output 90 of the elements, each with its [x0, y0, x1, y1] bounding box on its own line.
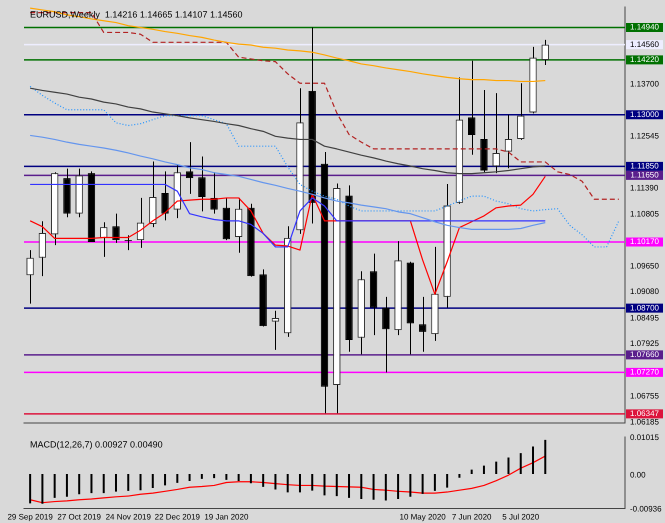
bar [532, 446, 534, 474]
candlestick [382, 296, 390, 373]
bar [409, 474, 412, 497]
bar [200, 474, 203, 479]
x-tick-label: 19 Jan 2020 [204, 512, 249, 522]
x-tick-label: 10 May 2020 [399, 512, 446, 522]
candlestick [100, 222, 108, 258]
ref-line-label: 1.14560 [630, 40, 660, 49]
line-series [30, 12, 620, 200]
candlestick [198, 156, 206, 212]
y-tick-label: 1.06185 [630, 417, 660, 426]
line-series [30, 86, 620, 248]
y-tick-label: -0.00936 [630, 504, 662, 514]
y-tick-label: 0.00 [630, 470, 646, 480]
x-tick-label: 27 Oct 2019 [57, 512, 102, 522]
bar [495, 462, 498, 474]
bar [422, 474, 424, 494]
bar [114, 474, 117, 492]
ref-line-label: 1.10170 [630, 237, 660, 246]
bar [164, 474, 166, 486]
bar [262, 474, 264, 487]
bar [176, 474, 178, 483]
bar [140, 474, 142, 490]
candlestick [418, 296, 426, 352]
candlestick [186, 142, 194, 194]
bar [324, 474, 326, 496]
bar [336, 474, 338, 496]
ref-line-label: 1.14220 [630, 55, 660, 64]
bar [127, 474, 130, 491]
candlestick [542, 39, 549, 66]
bar [90, 474, 92, 494]
x-tick-label: 7 Jun 2020 [452, 512, 492, 522]
bar [348, 474, 350, 498]
bar [41, 474, 44, 504]
y-tick-label: 1.09650 [630, 262, 660, 271]
bar [458, 474, 460, 478]
candlestick [38, 220, 46, 277]
candlestick [517, 82, 524, 140]
bar [544, 440, 546, 474]
ref-line-label: 1.07660 [630, 350, 660, 360]
bar [311, 474, 314, 491]
bar [360, 474, 362, 500]
y-tick-label: 1.12545 [630, 131, 660, 140]
bar [29, 474, 32, 504]
y-tick-label: 1.07925 [630, 339, 660, 348]
bar [78, 474, 80, 494]
bar [66, 474, 68, 497]
x-tick-label: 22 Dec 2019 [154, 512, 201, 522]
bar [482, 466, 485, 474]
candlestick [468, 60, 476, 156]
ref-line-label: 1.11850 [630, 162, 660, 171]
bar [470, 470, 473, 474]
bar [152, 474, 154, 488]
y-tick-label: 1.06755 [630, 392, 660, 401]
chart-title: MACD(12,26,7) 0.00927 0.00490 [30, 439, 163, 450]
candlestick [26, 250, 34, 304]
bar [384, 474, 387, 500]
ref-line-label: 1.08700 [630, 303, 660, 312]
y-tick-label: 1.13700 [630, 79, 660, 88]
ref-line-label: 1.14940 [630, 22, 660, 32]
y-tick-label: 1.08495 [630, 314, 660, 323]
y-tick-label: 1.10805 [630, 210, 660, 219]
bar [274, 474, 276, 490]
x-tick-label: 5 Jul 2020 [502, 512, 540, 522]
bar [250, 474, 252, 484]
bar [102, 474, 105, 494]
bar [507, 458, 510, 474]
ref-line-label: 1.13000 [630, 110, 660, 119]
candlestick [504, 114, 512, 169]
bar [238, 474, 240, 482]
bar [54, 474, 56, 498]
y-tick-label: 1.09080 [630, 287, 660, 296]
bar [397, 474, 400, 500]
bar [225, 474, 228, 480]
ref-line-label: 1.07270 [630, 368, 660, 377]
ref-line-label: 1.11650 [630, 170, 660, 180]
y-tick-label: 0.01015 [630, 433, 660, 442]
bar [434, 474, 436, 491]
bar [372, 474, 375, 500]
bar [213, 474, 216, 478]
bar [188, 474, 191, 482]
candlestick [492, 92, 500, 174]
y-tick-label: 1.11390 [630, 183, 659, 192]
bar [298, 474, 301, 492]
bar [446, 474, 448, 488]
ref-line-label: 1.06347 [630, 409, 660, 418]
bar [520, 453, 522, 474]
bar [286, 474, 289, 492]
x-tick-label: 24 Nov 2019 [106, 512, 152, 522]
x-tick-label: 29 Sep 2019 [7, 512, 54, 522]
